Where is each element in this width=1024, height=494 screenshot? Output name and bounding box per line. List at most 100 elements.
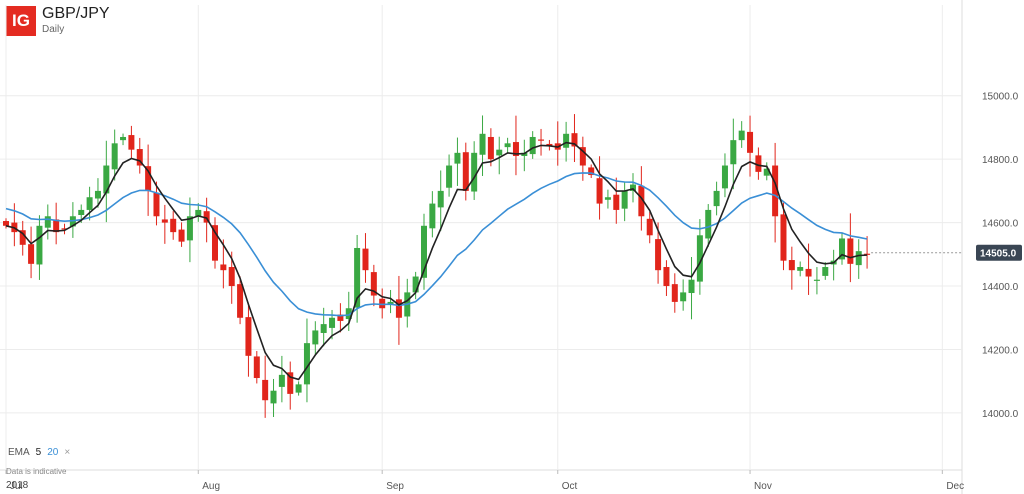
candle-body — [604, 197, 611, 200]
candle-body — [220, 264, 227, 271]
candle-body — [805, 268, 812, 277]
candle-body — [730, 140, 737, 165]
candle-body — [128, 135, 135, 150]
candle-body — [446, 165, 453, 188]
candle-body — [28, 244, 35, 264]
candle-body — [237, 284, 244, 318]
candle-body — [454, 152, 461, 164]
candle-body — [646, 218, 653, 236]
candle-body — [44, 216, 51, 228]
candle-body — [780, 214, 787, 261]
candle-body — [287, 372, 294, 394]
candle-body — [738, 130, 745, 141]
candle-body — [120, 136, 127, 141]
remove-indicator-icon[interactable]: × — [64, 447, 71, 458]
last-price-label: 14505.0 — [980, 249, 1017, 260]
candle-body — [421, 225, 427, 278]
candle-body — [320, 324, 327, 333]
candle-body — [487, 136, 494, 160]
candle-body — [278, 374, 285, 387]
candle-body — [621, 190, 628, 209]
candle-body — [86, 197, 93, 210]
candle-body — [588, 167, 595, 176]
candle-body — [671, 284, 678, 302]
candle-body — [345, 308, 352, 320]
candle-body — [772, 165, 779, 217]
candle-body — [813, 279, 820, 281]
candle-body — [195, 209, 202, 217]
candle-body — [855, 251, 862, 266]
candle-body — [370, 272, 377, 296]
candle-body — [579, 147, 586, 166]
candle-body — [839, 238, 845, 260]
y-tick-label: 14400.0 — [982, 282, 1019, 293]
candle-body — [504, 143, 511, 148]
candle-body — [462, 152, 469, 191]
y-tick-label: 15000.0 — [982, 92, 1019, 103]
x-tick-label: Dec — [946, 481, 964, 492]
last-price-tag — [976, 244, 1022, 261]
y-tick-label: 14000.0 — [982, 409, 1019, 420]
candle-body — [186, 216, 193, 241]
ema-fast-period[interactable]: 5 — [35, 447, 42, 458]
y-tick-label: 14600.0 — [982, 219, 1019, 230]
candle-body — [655, 239, 662, 271]
candle-body — [303, 343, 310, 385]
ema-5-line — [5, 141, 868, 381]
ema-legend-label: EMA — [8, 447, 30, 458]
x-tick-label: Jul — [10, 481, 23, 492]
candle-body — [479, 133, 486, 155]
candle-body — [788, 260, 795, 271]
candle-body — [663, 267, 670, 287]
candle-body — [538, 139, 545, 141]
candle-body — [178, 229, 185, 242]
candle-body — [53, 219, 60, 233]
candle-body — [688, 279, 695, 294]
candle-body — [245, 317, 252, 356]
candle-body — [638, 185, 645, 217]
candle-body — [312, 330, 319, 345]
candle-body — [680, 292, 687, 302]
candle-body — [253, 356, 260, 379]
candle-body — [212, 225, 218, 261]
ema-slow-period[interactable]: 20 — [47, 447, 59, 458]
candle-body — [696, 235, 703, 282]
candle-body — [153, 192, 160, 217]
candle-body — [496, 149, 503, 156]
candle-body — [36, 225, 43, 265]
candle-body — [203, 211, 210, 223]
x-tick-label: Nov — [754, 481, 772, 492]
candle-body — [797, 267, 804, 271]
candle-body — [379, 298, 386, 309]
y-tick-label: 14800.0 — [982, 155, 1019, 166]
candle-body — [136, 149, 143, 166]
candle-body — [262, 379, 269, 401]
year-label: 2018 — [6, 480, 29, 491]
candle-body — [145, 166, 152, 191]
instrument-title: GBP/JPY — [42, 5, 110, 22]
candle-body — [387, 301, 394, 305]
candle-body — [747, 131, 754, 153]
candle-body — [822, 267, 829, 276]
timeframe-label: Daily — [42, 24, 65, 35]
candle-body — [571, 133, 578, 147]
candle-body — [437, 190, 444, 208]
candle-body — [721, 165, 728, 189]
candle-body — [94, 190, 101, 199]
x-tick-label: Sep — [386, 481, 404, 492]
candle-body — [613, 194, 620, 210]
candle-body — [61, 228, 68, 230]
candle-body — [170, 218, 177, 233]
candle-body — [429, 203, 436, 229]
candle-body — [354, 247, 361, 308]
candle-body — [630, 184, 636, 191]
candle-body — [512, 142, 519, 157]
candle-body — [103, 165, 110, 194]
candle-body — [713, 190, 720, 207]
y-tick-label: 14200.0 — [982, 345, 1019, 356]
candle-body — [362, 248, 369, 271]
ema-legend[interactable]: EMA 5 20 × — [8, 447, 70, 458]
candle-body — [19, 230, 26, 245]
candle-body — [228, 267, 235, 287]
